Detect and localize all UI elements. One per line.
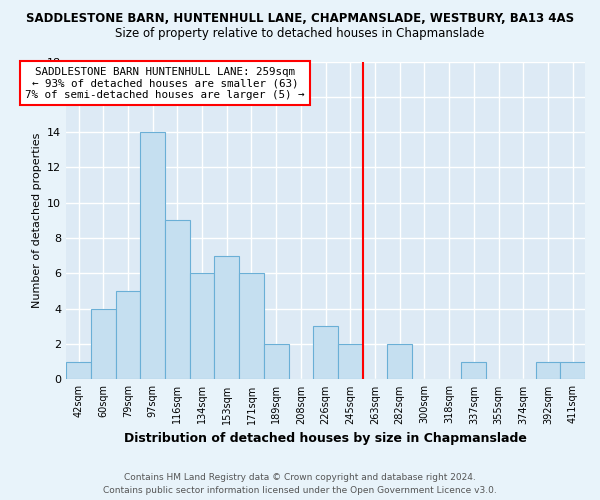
Bar	[560, 362, 585, 380]
Bar	[338, 344, 362, 380]
Bar	[214, 256, 239, 380]
Bar	[165, 220, 190, 380]
Bar	[116, 291, 140, 380]
Bar	[140, 132, 165, 380]
Bar	[461, 362, 486, 380]
Bar	[264, 344, 289, 380]
Bar	[66, 362, 91, 380]
X-axis label: Distribution of detached houses by size in Chapmanslade: Distribution of detached houses by size …	[124, 432, 527, 445]
Bar	[190, 274, 214, 380]
Bar	[388, 344, 412, 380]
Bar	[313, 326, 338, 380]
Text: Contains HM Land Registry data © Crown copyright and database right 2024.
Contai: Contains HM Land Registry data © Crown c…	[103, 473, 497, 495]
Text: SADDLESTONE BARN HUNTENHULL LANE: 259sqm
← 93% of detached houses are smaller (6: SADDLESTONE BARN HUNTENHULL LANE: 259sqm…	[25, 67, 305, 100]
Bar	[536, 362, 560, 380]
Text: Size of property relative to detached houses in Chapmanslade: Size of property relative to detached ho…	[115, 28, 485, 40]
Text: SADDLESTONE BARN, HUNTENHULL LANE, CHAPMANSLADE, WESTBURY, BA13 4AS: SADDLESTONE BARN, HUNTENHULL LANE, CHAPM…	[26, 12, 574, 26]
Y-axis label: Number of detached properties: Number of detached properties	[32, 133, 41, 308]
Bar	[239, 274, 264, 380]
Bar	[91, 309, 116, 380]
